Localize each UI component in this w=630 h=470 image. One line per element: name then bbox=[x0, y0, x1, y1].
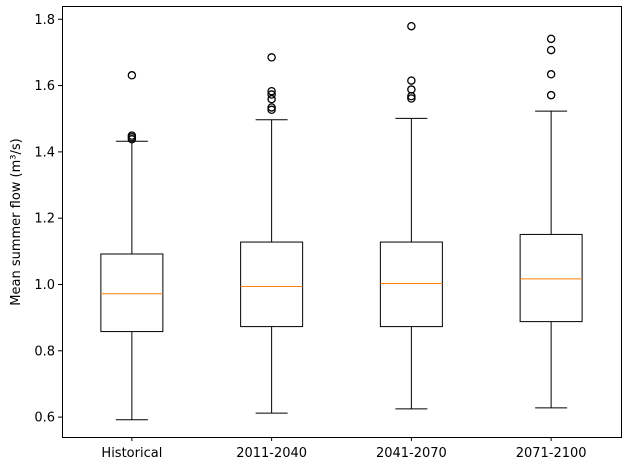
plot-frame bbox=[62, 6, 622, 438]
iqr-box bbox=[240, 241, 304, 328]
y-axis-label: Mean summer flow (m³/s) bbox=[9, 138, 24, 305]
y-tick-label: 0.6 bbox=[34, 411, 55, 426]
outlier-point bbox=[407, 85, 416, 94]
outlier-point bbox=[407, 94, 416, 103]
outlier-point bbox=[546, 90, 556, 100]
y-tick-label: 1.4 bbox=[34, 145, 55, 160]
plot-area bbox=[100, 21, 583, 421]
iqr-box bbox=[519, 233, 583, 323]
y-tick-label: 1.0 bbox=[34, 278, 55, 293]
outlier-point bbox=[267, 103, 276, 112]
y-tick-label: 1.6 bbox=[34, 79, 55, 94]
outlier-point bbox=[267, 53, 276, 62]
x-axis: Historical 2011-2040 2041-2070 2071-2100 bbox=[101, 437, 587, 461]
iqr-box bbox=[100, 253, 164, 333]
outlier-point bbox=[546, 70, 556, 79]
x-tick-label: 2041-2070 bbox=[376, 446, 447, 461]
box-1 bbox=[100, 71, 164, 421]
outlier-point bbox=[127, 71, 137, 80]
outlier-point bbox=[407, 76, 416, 85]
box-4 bbox=[519, 34, 583, 409]
outlier-point bbox=[546, 45, 556, 55]
box-2 bbox=[240, 53, 304, 414]
outlier-point bbox=[267, 94, 276, 104]
x-tick-label: Historical bbox=[101, 446, 162, 461]
x-tick-label: 2071-2100 bbox=[516, 446, 587, 461]
box-3 bbox=[379, 21, 443, 410]
iqr-box bbox=[379, 241, 443, 328]
outlier-point bbox=[267, 105, 276, 115]
outlier-point bbox=[127, 131, 137, 140]
y-axis: 0.6 0.8 1.0 1.2 1.4 1.6 1.8 bbox=[34, 13, 62, 426]
y-tick-label: 1.2 bbox=[34, 212, 55, 227]
outlier-point bbox=[267, 86, 276, 96]
outlier-point bbox=[407, 21, 416, 31]
x-tick-label: 2011-2040 bbox=[236, 446, 307, 461]
outlier-point bbox=[546, 34, 556, 44]
y-tick-label: 1.8 bbox=[34, 13, 55, 28]
y-tick-label: 0.8 bbox=[34, 344, 55, 359]
outlier-point bbox=[267, 90, 276, 99]
